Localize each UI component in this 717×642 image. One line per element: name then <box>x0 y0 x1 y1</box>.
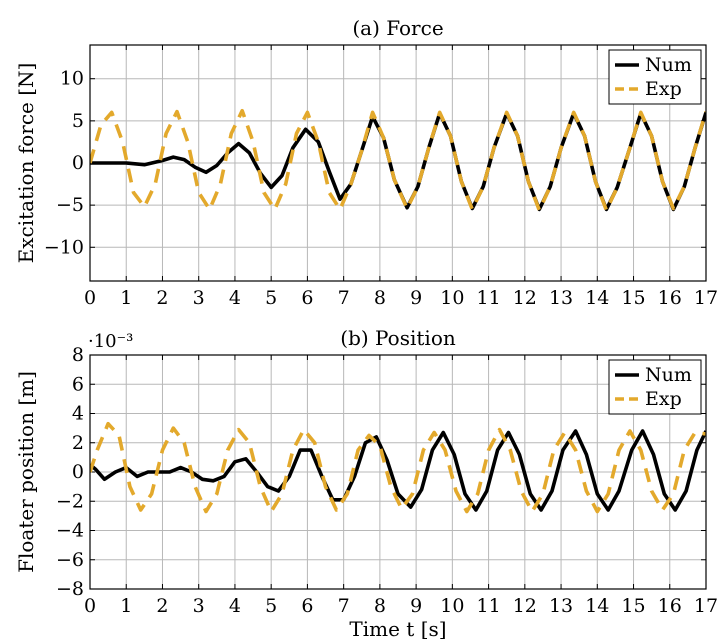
panel-title: (a) Force <box>352 16 443 40</box>
x-tick-label: 6 <box>301 287 313 309</box>
y-axis-label: Floater position [m] <box>14 371 38 573</box>
x-tick-label: 10 <box>440 287 464 309</box>
x-tick-label: 8 <box>374 595 386 617</box>
x-tick-label: 6 <box>301 595 313 617</box>
x-tick-label: 7 <box>338 595 350 617</box>
y-tick-label: 5 <box>72 110 84 132</box>
x-tick-label: 5 <box>265 595 277 617</box>
x-tick-label: 13 <box>549 595 573 617</box>
x-tick-label: 17 <box>694 287 717 309</box>
y-tick-label: −4 <box>56 520 84 542</box>
x-tick-label: 14 <box>585 287 609 309</box>
x-tick-label: 0 <box>84 595 96 617</box>
chart-panel-2: 0 1 2 3 4 5 6 7 8 9 10 11 12 13 14 15 16 17−8−6−4−202468(… <box>14 326 717 641</box>
series-group <box>90 108 706 212</box>
y-tick-label: 4 <box>72 403 84 425</box>
legend-label-exp: Exp <box>645 388 682 410</box>
y-tick-label: 0 <box>72 152 84 174</box>
series-group <box>90 421 706 514</box>
x-tick-label: 9 <box>410 595 422 617</box>
x-tick-label: 15 <box>621 287 645 309</box>
y-tick-label: 2 <box>72 432 84 454</box>
x-tick-label: 2 <box>156 287 168 309</box>
x-tick-label: 14 <box>585 595 609 617</box>
y-tick-label: −6 <box>56 549 84 571</box>
x-axis-label: Time t [s] <box>349 617 446 641</box>
x-tick-label: 4 <box>229 595 241 617</box>
x-tick-label: 16 <box>658 287 682 309</box>
x-tick-label: 12 <box>513 595 537 617</box>
x-tick-label: 1 <box>120 287 132 309</box>
legend-box <box>608 49 702 105</box>
plot-frame <box>89 354 707 590</box>
y-tick-label: −10 <box>44 236 84 258</box>
y-tick-label: 8 <box>72 344 84 366</box>
x-tick-label: 17 <box>694 595 717 617</box>
x-tick-label: 3 <box>193 287 205 309</box>
series-line-exp <box>90 421 706 514</box>
y-multiplier-label: ·10⁻³ <box>88 331 133 352</box>
x-tick-label: 11 <box>476 287 500 309</box>
legend-box <box>608 359 702 415</box>
x-tick-label: 11 <box>476 595 500 617</box>
x-tick-label: 8 <box>374 287 386 309</box>
y-tick-label: −2 <box>56 490 84 512</box>
x-tick-label: 3 <box>193 595 205 617</box>
plot-frame <box>89 44 707 282</box>
series-line-exp <box>90 108 706 212</box>
y-tick-label: −8 <box>56 578 84 600</box>
legend-label-exp: Exp <box>645 78 682 100</box>
legend-label-num: Num <box>645 364 692 386</box>
x-tick-label: 15 <box>621 595 645 617</box>
x-tick-label: 2 <box>156 595 168 617</box>
x-tick-label: 16 <box>658 595 682 617</box>
y-tick-label: 10 <box>60 68 84 90</box>
x-tick-label: 5 <box>265 287 277 309</box>
x-tick-label: 9 <box>410 287 422 309</box>
x-tick-label: 0 <box>84 287 96 309</box>
y-tick-label: 6 <box>72 373 84 395</box>
legend-label-num: Num <box>645 54 692 76</box>
x-tick-label: 1 <box>120 595 132 617</box>
y-tick-label: −5 <box>56 194 84 216</box>
y-tick-label: 0 <box>72 461 84 483</box>
x-tick-label: 13 <box>549 287 573 309</box>
series-line-num <box>90 429 706 512</box>
x-tick-label: 4 <box>229 287 241 309</box>
y-axis-label: Excitation force [N] <box>14 63 38 264</box>
panel-title: (b) Position <box>340 326 456 350</box>
x-tick-label: 12 <box>513 287 537 309</box>
x-tick-label: 10 <box>440 595 464 617</box>
x-tick-label: 7 <box>338 287 350 309</box>
